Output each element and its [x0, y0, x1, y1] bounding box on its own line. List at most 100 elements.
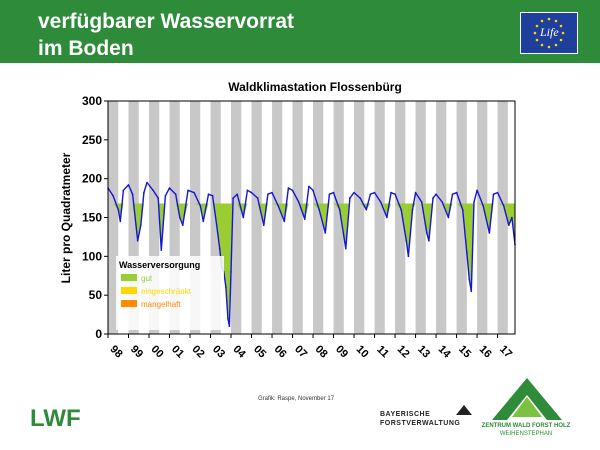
data-point-81 — [466, 251, 468, 254]
data-point-68 — [407, 255, 410, 258]
data-point-41 — [271, 191, 273, 194]
chart-credit: Grafik: Raspe, November 17 — [258, 396, 335, 402]
data-point-8 — [140, 224, 142, 227]
data-point-15 — [168, 187, 171, 189]
stripe-2004 — [231, 101, 242, 334]
data-point-90 — [502, 205, 505, 207]
x-tick-label-11: 11 — [374, 344, 391, 361]
zentrum-logo-text: ZENTRUM WALD FORST HOLZ WEIHENSTEPHAN — [470, 422, 582, 438]
y-tick-label-150: 150 — [82, 211, 102, 225]
data-point-40 — [267, 193, 269, 195]
eu-life-logo: Life — [520, 12, 578, 54]
data-point-20 — [193, 191, 195, 194]
data-point-74 — [432, 197, 434, 199]
y-tick-label-50: 50 — [89, 288, 103, 302]
data-point-63 — [386, 216, 388, 219]
header-banner: verfügbarer Wasservorrat im Boden Life — [0, 0, 600, 63]
data-point-58 — [359, 197, 362, 199]
y-tick-label-200: 200 — [82, 172, 102, 186]
data-point-30 — [227, 317, 229, 320]
data-point-80 — [461, 208, 464, 211]
stripe-2000 — [149, 101, 160, 334]
data-point-57 — [353, 191, 355, 194]
data-point-72 — [426, 232, 428, 234]
data-point-3 — [119, 220, 122, 223]
x-tick-label-00: 00 — [149, 343, 166, 360]
data-point-6 — [131, 193, 134, 195]
stripe-2015 — [456, 101, 467, 334]
x-tick-label-13: 13 — [415, 343, 432, 360]
stripe-2012 — [395, 101, 406, 334]
data-point-67 — [405, 240, 408, 242]
legend-swatch-eingeschraenkt — [121, 287, 137, 294]
data-point-76 — [441, 201, 444, 203]
data-point-82 — [468, 278, 471, 281]
data-point-75 — [435, 193, 437, 195]
y-tick-label-0: 0 — [95, 327, 102, 341]
stripe-2010 — [354, 101, 365, 334]
x-tick-label-15: 15 — [456, 343, 473, 360]
x-axis: 98 99 00 01 02 03 04 05 06 07 08 09 10 11 12 13 14 15 16 17 — [107, 334, 514, 361]
legend-label-mangelhaft: mangelhaft — [141, 300, 181, 309]
bayerische-forstverwaltung-logo: BAYERISCHE FORSTVERWALTUNG — [380, 410, 460, 428]
data-point-9 — [143, 191, 145, 194]
data-point-44 — [287, 187, 290, 189]
stripe-2013 — [415, 101, 426, 334]
data-point-65 — [394, 193, 396, 195]
data-point-52 — [328, 193, 331, 195]
data-point-32 — [230, 271, 232, 273]
data-point-77 — [447, 216, 450, 219]
stripe-2008 — [313, 101, 324, 334]
x-tick-label-10: 10 — [354, 343, 371, 360]
y-tick-label-300: 300 — [82, 94, 102, 108]
x-tick-label-06: 06 — [272, 343, 289, 360]
data-point-53 — [332, 191, 335, 194]
x-tick-label-14: 14 — [436, 343, 454, 361]
x-tick-label-05: 05 — [251, 343, 268, 360]
legend-label-gut: gut — [141, 274, 153, 283]
legend-swatch-gut — [121, 274, 137, 281]
eu-life-text: Life — [540, 25, 559, 39]
stripe-2007 — [292, 101, 303, 334]
legend-label-eingeschraenkt: eingeschränkt — [141, 287, 192, 296]
data-point-47 — [304, 218, 306, 220]
page-title-line1: verfügbarer Wasservorrat — [38, 10, 294, 33]
data-point-55 — [345, 247, 347, 250]
data-point-23 — [207, 193, 210, 195]
data-point-46 — [297, 201, 300, 203]
data-point-34 — [236, 193, 238, 195]
data-point-64 — [390, 191, 392, 194]
zentrum-logo-icon — [492, 378, 562, 420]
zentrum-line2: WEIHENSTEPHAN — [499, 431, 553, 437]
stripe-2002 — [190, 101, 201, 334]
page-title-line2: im Boden — [38, 37, 134, 60]
stripe-2017 — [497, 101, 508, 334]
data-point-4 — [122, 189, 125, 192]
stripe-2016 — [477, 101, 488, 334]
data-point-42 — [277, 205, 280, 207]
data-point-62 — [379, 201, 382, 203]
x-tick-label-02: 02 — [190, 343, 207, 360]
stripe-2009 — [333, 101, 344, 334]
data-point-73 — [428, 240, 430, 242]
data-point-37 — [250, 191, 253, 194]
y-tick-label-250: 250 — [82, 133, 102, 147]
x-tick-label-99: 99 — [128, 343, 145, 360]
y-axis: 0 50 100 150 200 250 300 — [82, 94, 108, 341]
data-point-31 — [228, 325, 231, 328]
data-point-70 — [414, 191, 417, 194]
eu-stars-icon — [533, 17, 565, 49]
data-point-79 — [455, 191, 458, 194]
data-point-17 — [179, 216, 181, 219]
data-point-24 — [211, 195, 214, 197]
series-line-group — [107, 181, 516, 328]
data-point-71 — [420, 201, 423, 203]
stripe-2014 — [436, 101, 447, 334]
data-point-51 — [324, 232, 327, 234]
data-point-26 — [218, 247, 221, 250]
lwf-logo-text: LWF — [30, 405, 81, 430]
data-point-59 — [365, 208, 368, 211]
data-point-60 — [369, 193, 372, 195]
data-point-49 — [312, 189, 314, 192]
page-title: verfügbarer Wasservorrat im Boden — [38, 8, 294, 62]
